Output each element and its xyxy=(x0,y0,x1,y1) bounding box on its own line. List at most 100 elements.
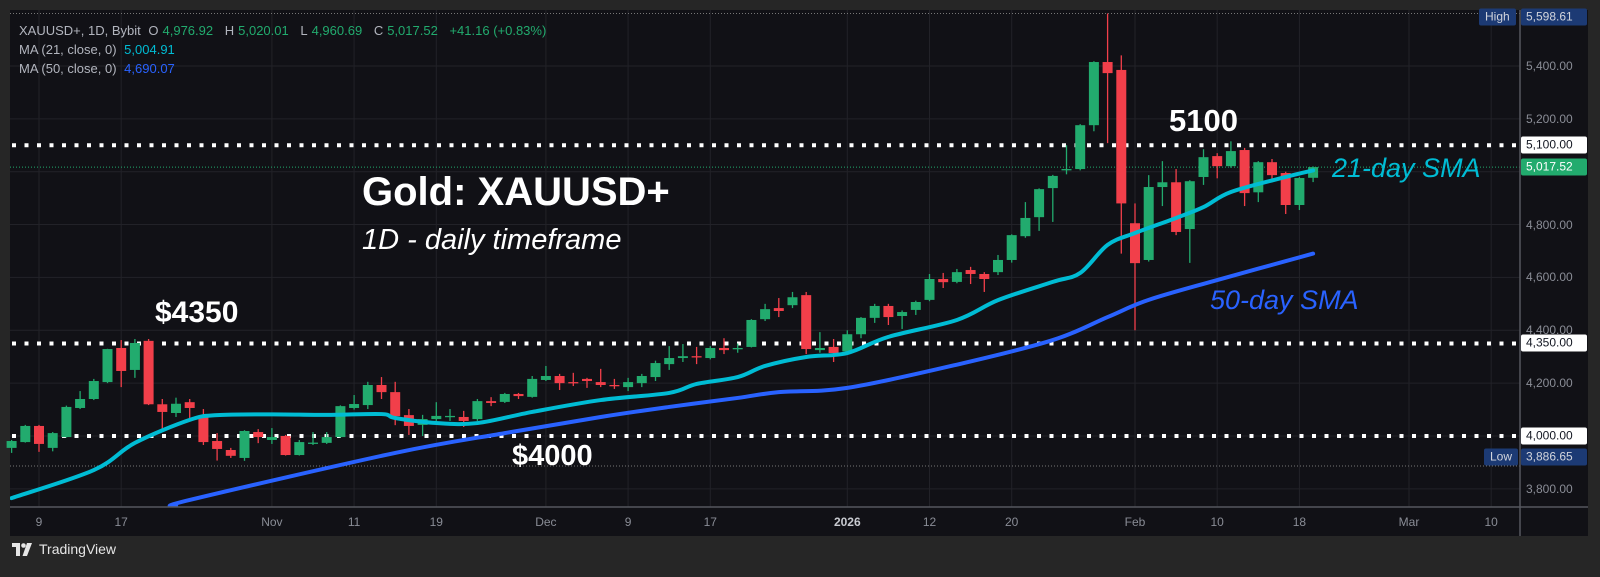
candle-body xyxy=(1102,62,1113,74)
candle-body xyxy=(746,319,757,347)
timeframe-annotation: 1D - daily timeframe xyxy=(362,224,622,256)
candle xyxy=(294,439,305,456)
horizontal-levels xyxy=(10,12,1520,467)
candle-body xyxy=(1075,125,1086,170)
candle xyxy=(1198,149,1209,185)
candle-body xyxy=(34,425,44,444)
candle xyxy=(362,381,373,410)
candle-body xyxy=(266,437,277,440)
candle xyxy=(965,266,976,285)
candle-body xyxy=(1198,157,1209,177)
chart-pane[interactable] xyxy=(10,10,1588,536)
candle-body xyxy=(390,392,401,417)
close-label: C xyxy=(373,23,384,38)
candle-body xyxy=(472,401,483,420)
candle-body xyxy=(184,402,195,408)
ma21-value: 5,004.91 xyxy=(124,42,175,57)
time-tick-label: 11 xyxy=(347,515,361,529)
candle xyxy=(513,392,524,399)
candle-body xyxy=(636,376,647,384)
candle xyxy=(677,344,688,362)
candle xyxy=(1075,124,1086,171)
candle-body xyxy=(513,393,524,397)
candle xyxy=(1253,161,1264,203)
candle-body xyxy=(554,376,565,384)
candle-body xyxy=(88,381,99,399)
ma21-legend[interactable]: MA (21, close, 0) 5,004.91 xyxy=(19,42,179,57)
level-price-label: 5,100.00 xyxy=(1521,136,1587,154)
price-tick-label: 4,400.00 xyxy=(1526,323,1573,338)
ma50-line[interactable] xyxy=(167,251,1316,507)
candle-body xyxy=(677,356,688,359)
candle xyxy=(499,392,510,403)
candle-body xyxy=(75,398,86,408)
candles xyxy=(6,13,1319,461)
candle-body xyxy=(47,433,58,448)
ma21-line[interactable] xyxy=(10,168,1316,501)
tradingview-brand[interactable]: TradingView xyxy=(39,541,117,557)
candle xyxy=(787,291,798,309)
candle-body xyxy=(294,442,305,456)
candle xyxy=(349,395,360,410)
level-5100-annotation: 5100 xyxy=(1169,103,1238,138)
candle-body xyxy=(787,297,798,306)
candle xyxy=(171,397,181,417)
ma50-label[interactable]: MA (50, close, 0) xyxy=(19,61,117,76)
symbol-name[interactable]: XAUUSD+, 1D, Bybit xyxy=(19,23,141,38)
candle xyxy=(760,303,771,322)
candle-body xyxy=(376,384,387,393)
price-tick-label: 5,400.00 xyxy=(1526,58,1573,73)
candle xyxy=(609,378,620,389)
candle xyxy=(623,377,634,392)
candle xyxy=(938,272,949,288)
price-tick-label: 4,200.00 xyxy=(1526,376,1573,391)
candle-body xyxy=(883,305,894,318)
high-value: 5,020.01 xyxy=(238,23,289,38)
high-tag: High xyxy=(1479,8,1516,26)
candle xyxy=(801,291,812,355)
candle-body xyxy=(924,279,935,300)
candle xyxy=(883,303,894,325)
candle xyxy=(417,414,428,436)
candle-body xyxy=(951,272,962,282)
candle xyxy=(143,339,154,406)
candle xyxy=(910,300,921,315)
candle-body xyxy=(129,342,140,370)
low-price-label: 3,886.65 xyxy=(1521,448,1587,466)
candle-body xyxy=(499,393,510,402)
candle xyxy=(650,360,661,382)
candle xyxy=(554,373,565,391)
candle-body xyxy=(20,425,31,443)
time-tick-label: 17 xyxy=(703,515,717,529)
candle xyxy=(828,339,839,362)
close-value: 5,017.52 xyxy=(387,23,438,38)
candle xyxy=(34,424,44,452)
candle xyxy=(88,378,99,401)
candle-body xyxy=(445,415,455,418)
candle xyxy=(1116,55,1127,254)
candle xyxy=(129,339,140,378)
symbol-legend[interactable]: XAUUSD+, 1D, Bybit O 4,976.92 H 5,020.01 L… xyxy=(19,23,550,38)
candle-body xyxy=(801,295,812,350)
candle-body xyxy=(431,415,442,420)
high-label: H xyxy=(224,23,235,38)
candle xyxy=(431,402,442,421)
candle-body xyxy=(828,346,839,354)
candle-body xyxy=(664,358,675,365)
price-tick-label: 4,800.00 xyxy=(1526,217,1573,232)
candle-body xyxy=(609,384,620,387)
candle xyxy=(1088,61,1099,132)
candle xyxy=(1020,202,1031,238)
candle-body xyxy=(1171,182,1182,232)
candle-body xyxy=(1047,175,1058,189)
candle-body xyxy=(773,308,784,311)
candle xyxy=(993,254,1003,276)
ma21-label[interactable]: MA (21, close, 0) xyxy=(19,42,117,57)
candle-body xyxy=(198,416,209,443)
ma50-legend[interactable]: MA (50, close, 0) 4,690.07 xyxy=(19,61,179,76)
price-tick-label: 5,200.00 xyxy=(1526,111,1573,126)
candle-body xyxy=(1280,173,1291,206)
time-tick-label: 20 xyxy=(1005,515,1019,529)
candle-body xyxy=(814,347,825,351)
